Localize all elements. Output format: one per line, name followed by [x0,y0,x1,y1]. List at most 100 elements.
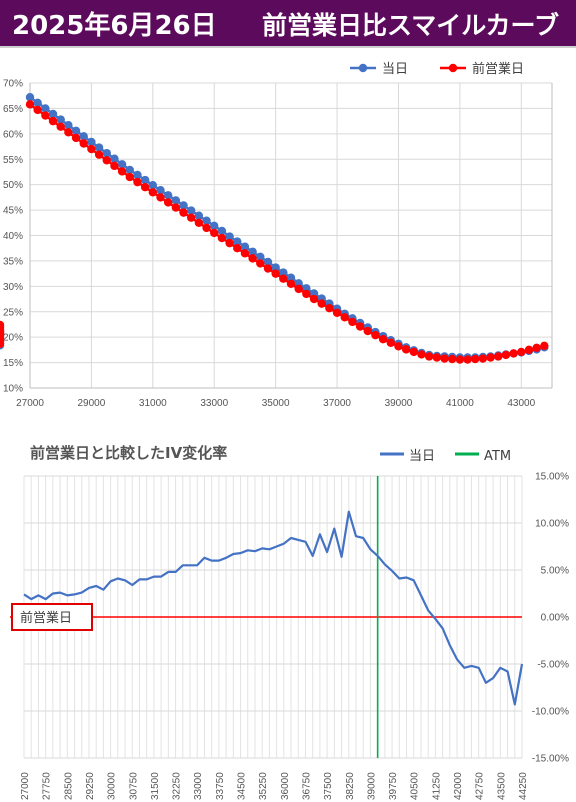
previous-day-data-point [187,213,196,222]
today-data-point [33,98,42,108]
x-tick-label: 41250 [431,772,442,800]
previous-day-data-point [25,100,35,109]
previous-day-data-point [386,338,395,347]
previous-day-data-point [256,259,265,268]
today-data-point [233,237,242,246]
baseline-label-box [11,603,93,631]
today-data-point [187,206,196,215]
previous-day-data-point [309,294,319,304]
today-data-point [102,148,111,158]
previous-day-data-point [102,156,111,165]
previous-day-data-point [440,354,449,363]
previous-day-data-point [225,238,234,248]
y-tick-label: 45% [3,206,23,217]
x-tick-label: 38250 [345,772,356,800]
today-data-point [64,120,73,130]
y-tick-label: 30% [3,282,23,293]
previous-day-data-point [302,289,311,299]
today-data-point [71,126,81,135]
iv-change-chart-title: 前営業日と比較したIV変化率 [30,444,227,462]
x-tick-label: 29250 [85,772,96,800]
legend-label: ATM [484,449,511,464]
today-data-point [25,93,35,102]
y-tick-label: 0.00% [541,613,569,624]
previous-day-data-point [41,111,50,120]
y-tick-label: 40% [3,231,23,242]
x-tick-label: 31500 [150,772,161,800]
x-tick-label: 43000 [507,398,535,409]
x-tick-label: 33750 [215,772,226,800]
previous-day-data-point [355,322,365,331]
previous-day-data-point [501,350,511,360]
x-tick-label: 32250 [172,772,183,800]
y-tick-label: -10.00% [532,707,569,718]
today-data-point [133,170,142,180]
previous-day-data-point [163,198,173,207]
today-data-point [210,221,219,231]
previous-day-data-point [524,345,534,355]
legend-marker [448,63,458,73]
iv-change-chart: 前営業日と比較したIV変化率 15.00% 10.00% 5.00% 0.00% -5.… [10,444,569,800]
previous-day-data-point [125,172,134,182]
previous-day-data-point [317,299,326,308]
previous-day-data-point [325,303,334,313]
today-data-point [202,216,211,225]
previous-day-data-point [56,122,65,131]
today-data-point [263,257,273,267]
today-data-point [271,263,280,272]
today-data-point [125,165,134,175]
smile-curve-chart: 10% 15% 20% 25% 30% 35% 40% 45% 50% 55% 60% 65% 70% 2… [0,61,553,409]
y-tick-label: 15.00% [535,472,569,483]
x-tick-label: 27000 [20,772,31,800]
today-data-point [171,196,181,205]
x-tick-label: 33000 [193,772,204,800]
previous-day-data-point [448,354,457,364]
previous-day-data-point [517,347,526,357]
today-series-line [29,96,545,359]
y-tick-label: 25% [3,307,23,318]
today-data-point [156,186,165,195]
previous-day-data-point [409,347,419,357]
previous-day-data-point [117,167,127,176]
previous-day-data-point [279,274,288,283]
previous-day-data-point [417,350,426,359]
previous-day-data-point [509,349,518,358]
smile-grid [29,82,552,389]
today-data-point [117,160,127,169]
smile-series [0,93,549,364]
previous-day-data-point [332,308,342,317]
previous-day-data-point [79,139,88,148]
today-data-point [248,247,257,256]
previous-day-data-point [478,354,488,363]
previous-day-data-point [48,116,58,126]
y-tick-label: -5.00% [537,660,569,671]
previous-day-data-point [156,193,165,202]
y-tick-label: 35% [3,256,23,267]
previous-day-data-point [371,330,380,340]
today-data-point [41,104,50,113]
today-data-point [140,175,150,185]
previous-day-data-point [171,203,181,212]
previous-day-data-point [0,320,5,330]
today-data-point [286,273,296,282]
smile-legend: 当日 前営業日 [350,61,524,77]
previous-day-data-point [194,218,204,227]
x-tick-label: 43500 [496,772,507,800]
x-tick-label: 29000 [78,398,106,409]
previous-day-data-point [110,161,119,171]
y-tick-label: 55% [3,155,23,166]
x-tick-label: 28500 [63,772,74,800]
previous-day-data-point [248,254,257,263]
previous-day-data-point [424,352,434,361]
previous-day-series-line [29,103,545,361]
y-tick-label: 5.00% [541,566,569,577]
previous-day-data-point [133,177,142,187]
y-tick-label: -15.00% [532,754,569,765]
previous-day-data-point [363,326,372,336]
previous-day-data-point [471,354,480,364]
y-tick-label: 10.00% [535,519,569,530]
header-divider [0,46,576,48]
previous-day-data-point [233,244,242,253]
previous-day-data-point [148,188,158,197]
previous-day-data-point [340,313,349,322]
